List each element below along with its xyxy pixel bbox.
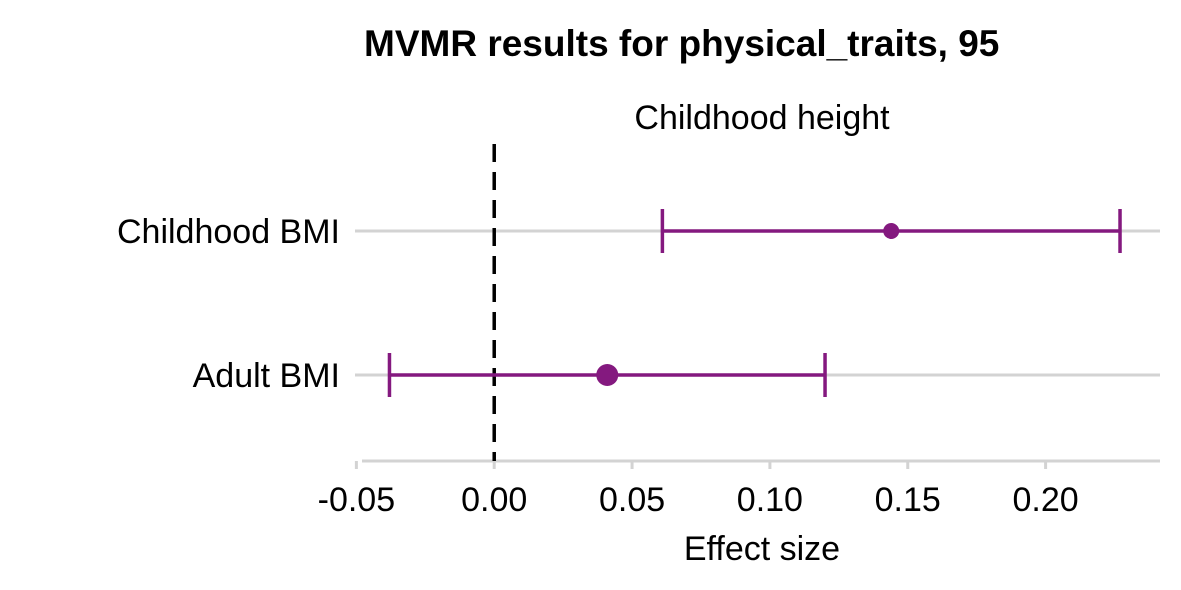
x-tick-label: 0.20 <box>1012 481 1078 519</box>
point-estimate <box>596 364 619 386</box>
chart-title: MVMR results for physical_traits, 95 <box>364 23 999 64</box>
estimates <box>387 209 1122 397</box>
x-tick-label: 0.00 <box>461 481 527 519</box>
x-axis-title: Effect size <box>684 530 840 568</box>
x-tick-label: 0.15 <box>875 481 941 519</box>
x-tick-label: -0.05 <box>318 481 396 519</box>
gridlines <box>355 229 1160 377</box>
y-axis-labels: Childhood BMI Adult BMI <box>117 213 340 395</box>
x-tick-label: 0.05 <box>599 481 665 519</box>
y-tick-label: Childhood BMI <box>117 213 340 251</box>
facet-label: Childhood height <box>634 99 890 137</box>
x-tick-label: 0.10 <box>737 481 803 519</box>
x-axis: -0.05 0.00 0.05 0.10 0.15 0.20 <box>318 459 1160 519</box>
y-tick-label: Adult BMI <box>193 357 340 395</box>
point-estimate <box>883 223 900 239</box>
